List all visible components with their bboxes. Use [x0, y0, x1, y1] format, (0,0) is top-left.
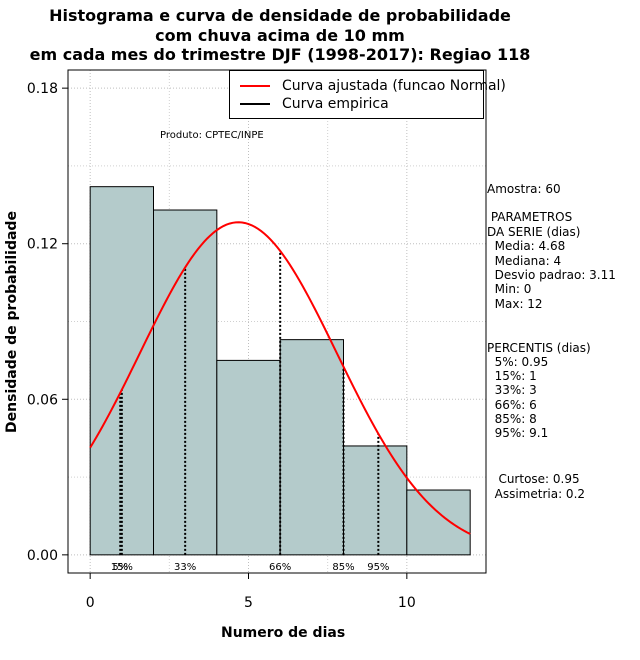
- stat-mediana: Mediana: 4: [487, 254, 562, 268]
- legend: Curva ajustada (funcao Normal) Curva emp…: [229, 70, 506, 119]
- histogram-bar: [279, 339, 344, 556]
- y-tick-label: 0.12: [27, 237, 58, 253]
- y-tick-label: 0.18: [27, 81, 58, 97]
- histogram-bar: [89, 186, 154, 556]
- stat-p66: 66%: 6: [487, 398, 537, 412]
- stat-assimetria: Assimetria: 0.2: [487, 487, 586, 501]
- percentile-label: 5%: [112, 562, 128, 573]
- legend-swatch-empirical: [240, 103, 270, 105]
- stat-percentis-header: PERCENTIS (dias): [487, 341, 591, 355]
- fitted-normal-curve: [89, 221, 471, 535]
- chart-title-line-1: Histograma e curva de densidade de proba…: [49, 6, 511, 25]
- legend-swatch-fitted: [240, 85, 270, 87]
- stat-amostra: Amostra: 60: [487, 182, 561, 196]
- stat-param-header-2: DA SERIE (dias): [487, 225, 581, 239]
- histogram-bar: [406, 489, 471, 556]
- percentile-label: 33%: [174, 562, 196, 573]
- legend-item-empirical: Curva empirica: [240, 96, 389, 112]
- x-tick-label: 5: [244, 595, 253, 611]
- percentile-label: 95%: [367, 562, 389, 573]
- percentile-label: 66%: [269, 562, 291, 573]
- x-tick-label: 0: [86, 595, 95, 611]
- stat-media: Media: 4.68: [487, 239, 566, 253]
- stat-min: Min: 0: [487, 282, 532, 296]
- percentile-label: 15%: [111, 562, 133, 573]
- y-tick-label: 0.06: [27, 392, 58, 408]
- legend-label-empirical: Curva empirica: [282, 96, 389, 112]
- legend-item-fitted: Curva ajustada (funcao Normal): [240, 78, 506, 94]
- stat-curtose: Curtose: 0.95: [487, 472, 580, 486]
- histogram-bar: [216, 359, 281, 556]
- stat-desvio: Desvio padrao: 3.11: [487, 268, 616, 282]
- chart-title-line-2: com chuva acima de 10 mm: [155, 26, 405, 45]
- stat-p95: 95%: 9.1: [487, 426, 549, 440]
- product-credit: Produto: CPTEC/INPE: [160, 130, 264, 141]
- stat-p33: 33%: 3: [487, 383, 537, 397]
- percentile-label: 85%: [332, 562, 354, 573]
- histogram-bar: [343, 445, 408, 556]
- x-axis-title: Numero de dias: [221, 625, 346, 641]
- y-tick-label: 0.00: [27, 548, 58, 564]
- stat-param-header-1: PARAMETROS: [487, 210, 573, 224]
- stat-p15: 15%: 1: [487, 369, 537, 383]
- chart-title-line-3: em cada mes do trimestre DJF (1998-2017)…: [29, 45, 531, 64]
- y-axis-title: Densidade de probabilidade: [4, 211, 20, 433]
- stat-p85: 85%: 8: [487, 412, 537, 426]
- stat-p5: 5%: 0.95: [487, 355, 549, 369]
- x-tick-label: 10: [398, 595, 416, 611]
- stat-max: Max: 12: [487, 297, 543, 311]
- legend-label-fitted: Curva ajustada (funcao Normal): [282, 78, 506, 94]
